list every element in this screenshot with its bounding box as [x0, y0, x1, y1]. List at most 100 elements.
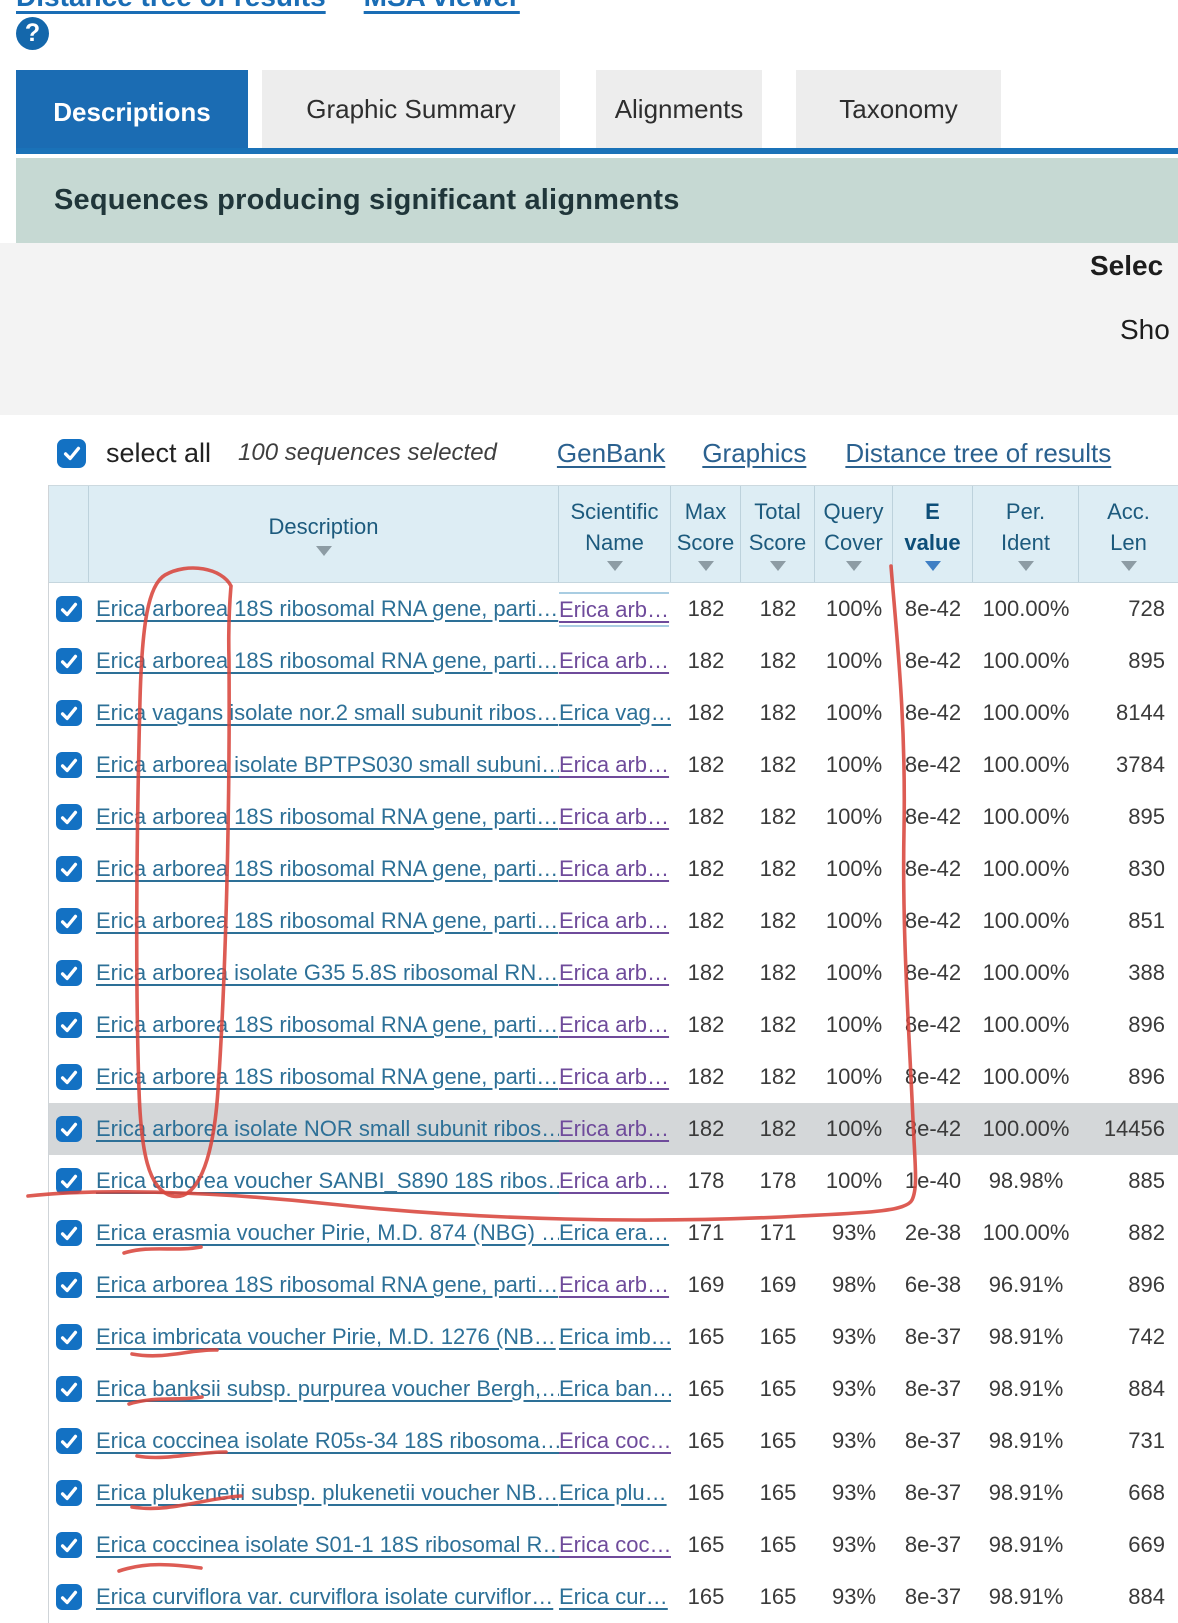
description-link[interactable]: Erica coccinea isolate R05s-34 18S ribos…	[96, 1428, 559, 1453]
tab-graphic-summary[interactable]: Graphic Summary	[262, 70, 560, 148]
per-ident-cell: 100.00%	[982, 1012, 1070, 1037]
per-ident-cell: 100.00%	[982, 700, 1070, 725]
tab-alignments[interactable]: Alignments	[596, 70, 762, 148]
acc-len-cell: 731	[1128, 1428, 1165, 1453]
total-score-column-header[interactable]: Total Score	[741, 486, 815, 582]
acc-len-column-header[interactable]: Acc. Len	[1079, 486, 1178, 582]
scientific-name-link[interactable]: Erica arb…	[559, 908, 670, 933]
row-checkbox[interactable]	[56, 1480, 82, 1506]
row-checkbox[interactable]	[56, 648, 82, 674]
graphics-link[interactable]: Graphics	[702, 437, 807, 468]
row-checkbox[interactable]	[56, 804, 82, 830]
per-ident-column-header[interactable]: Per. Ident	[973, 486, 1079, 582]
row-checkbox[interactable]	[56, 1532, 82, 1558]
checkmark-icon	[60, 654, 78, 669]
row-checkbox[interactable]	[56, 1376, 82, 1402]
description-link[interactable]: Erica arborea isolate G35 5.8S ribosomal…	[96, 960, 559, 985]
description-link[interactable]: Erica curviflora var. curviflora isolate…	[96, 1584, 554, 1609]
question-mark-glyph: ?	[24, 19, 41, 47]
scientific-name-link[interactable]: Erica plu…	[559, 1480, 667, 1505]
description-column-header[interactable]: Description	[89, 486, 559, 582]
row-checkbox[interactable]	[56, 1428, 82, 1454]
scientific-name-link[interactable]: Erica arb…	[559, 648, 670, 673]
description-link[interactable]: Erica banksii subsp. purpurea voucher Be…	[96, 1376, 559, 1401]
description-link[interactable]: Erica plukenetii subsp. plukenetii vouch…	[96, 1480, 559, 1505]
description-link[interactable]: Erica arborea isolate NOR small subunit …	[96, 1116, 559, 1141]
row-checkbox[interactable]	[56, 1324, 82, 1350]
table-row: Erica banksii subsp. purpurea voucher Be…	[49, 1363, 1178, 1415]
description-link[interactable]: Erica arborea 18S ribosomal RNA gene, pa…	[96, 1272, 559, 1297]
scientific-name-link[interactable]: Erica ban…	[559, 1376, 671, 1401]
description-link[interactable]: Erica arborea voucher SANBI_S890 18S rib…	[96, 1168, 559, 1193]
row-checkbox[interactable]	[56, 1584, 82, 1610]
scientific-name-link[interactable]: Erica arb…	[559, 856, 670, 881]
description-link[interactable]: Erica vagans isolate nor.2 small subunit…	[96, 700, 559, 725]
description-link[interactable]: Erica arborea 18S ribosomal RNA gene, pa…	[96, 804, 559, 829]
scientific-name-link[interactable]: Erica arb…	[559, 804, 670, 829]
row-checkbox-cell	[49, 752, 89, 778]
tab-taxonomy[interactable]: Taxonomy	[796, 70, 1001, 148]
description-link[interactable]: Erica arborea isolate BPTPS030 small sub…	[96, 752, 559, 777]
checkmark-icon	[60, 862, 78, 877]
description-link[interactable]: Erica arborea 18S ribosomal RNA gene, pa…	[96, 856, 559, 881]
row-checkbox[interactable]	[56, 752, 82, 778]
description-link[interactable]: Erica imbricata voucher Pirie, M.D. 1276…	[96, 1324, 556, 1349]
description-cell: Erica curviflora var. curviflora isolate…	[89, 1584, 559, 1610]
scientific-name-link[interactable]: Erica arb…	[559, 1272, 670, 1297]
description-link[interactable]: Erica coccinea isolate S01-1 18S ribosom…	[96, 1532, 559, 1557]
description-link[interactable]: Erica arborea 18S ribosomal RNA gene, pa…	[96, 1064, 559, 1089]
per-ident-cell: 100.00%	[982, 804, 1070, 829]
row-checkbox[interactable]	[56, 1116, 82, 1142]
description-link[interactable]: Erica arborea 18S ribosomal RNA gene, pa…	[96, 908, 559, 933]
row-checkbox[interactable]	[56, 1012, 82, 1038]
row-checkbox[interactable]	[56, 960, 82, 986]
scientific-name-link[interactable]: Erica era…	[559, 1220, 670, 1245]
description-link[interactable]: Erica erasmia voucher Pirie, M.D. 874 (N…	[96, 1220, 559, 1245]
e-value-cell: 8e-42	[904, 960, 962, 985]
scientific-name-column-header[interactable]: Scientific Name	[559, 486, 671, 582]
msa-viewer-link[interactable]: MSA viewer	[364, 0, 520, 12]
scientific-name-link[interactable]: Erica arb…	[559, 1064, 670, 1089]
scientific-name-wrap: Erica arb…	[559, 648, 669, 674]
show-dropdown-truncated[interactable]: Sho	[1120, 314, 1170, 345]
select-all-checkbox[interactable]	[57, 438, 86, 468]
select-all-label[interactable]: select all	[106, 437, 212, 468]
distance-tree-top-link[interactable]: Distance tree of results	[16, 0, 326, 12]
acc-len-cell: 8144	[1116, 700, 1165, 725]
distance-tree-link[interactable]: Distance tree of results	[845, 437, 1112, 468]
scientific-name-link[interactable]: Erica vag…	[559, 700, 671, 725]
scientific-name-link[interactable]: Erica arb…	[559, 752, 670, 777]
row-checkbox[interactable]	[56, 1272, 82, 1298]
row-checkbox[interactable]	[56, 856, 82, 882]
scientific-name-link[interactable]: Erica arb…	[559, 596, 670, 622]
select-columns-button-truncated[interactable]: Selec	[1090, 250, 1164, 281]
row-checkbox[interactable]	[56, 1168, 82, 1194]
scientific-name-link[interactable]: Erica arb…	[559, 1168, 670, 1193]
scientific-name-link[interactable]: Erica arb…	[559, 1116, 670, 1141]
help-icon[interactable]: ?	[16, 17, 49, 50]
scientific-name-wrap: Erica plu…	[559, 1480, 667, 1506]
description-link[interactable]: Erica arborea 18S ribosomal RNA gene, pa…	[96, 596, 559, 621]
row-checkbox[interactable]	[56, 908, 82, 934]
max-score-column-header[interactable]: Max Score	[671, 486, 741, 582]
scientific-name-link[interactable]: Erica cur…	[559, 1584, 668, 1609]
row-checkbox-cell	[49, 804, 89, 830]
genbank-link[interactable]: GenBank	[556, 437, 666, 468]
description-link[interactable]: Erica arborea 18S ribosomal RNA gene, pa…	[96, 648, 559, 673]
row-checkbox[interactable]	[56, 1064, 82, 1090]
row-checkbox[interactable]	[56, 596, 82, 622]
query-cover-column-header[interactable]: Query Cover	[815, 486, 893, 582]
scientific-name-link[interactable]: Erica arb…	[559, 960, 670, 985]
scientific-name-wrap: Erica arb…	[559, 1064, 669, 1090]
scientific-name-link[interactable]: Erica coc…	[559, 1428, 671, 1453]
scientific-name-link[interactable]: Erica coc…	[559, 1532, 671, 1557]
tab-descriptions[interactable]: Descriptions	[16, 70, 248, 154]
scientific-name-cell: Erica plu…	[559, 1480, 671, 1506]
row-checkbox[interactable]	[56, 700, 82, 726]
description-link[interactable]: Erica arborea 18S ribosomal RNA gene, pa…	[96, 1012, 559, 1037]
acc-len-cell: 851	[1128, 908, 1165, 933]
scientific-name-link[interactable]: Erica imb…	[559, 1324, 671, 1349]
scientific-name-link[interactable]: Erica arb…	[559, 1012, 670, 1037]
row-checkbox[interactable]	[56, 1220, 82, 1246]
